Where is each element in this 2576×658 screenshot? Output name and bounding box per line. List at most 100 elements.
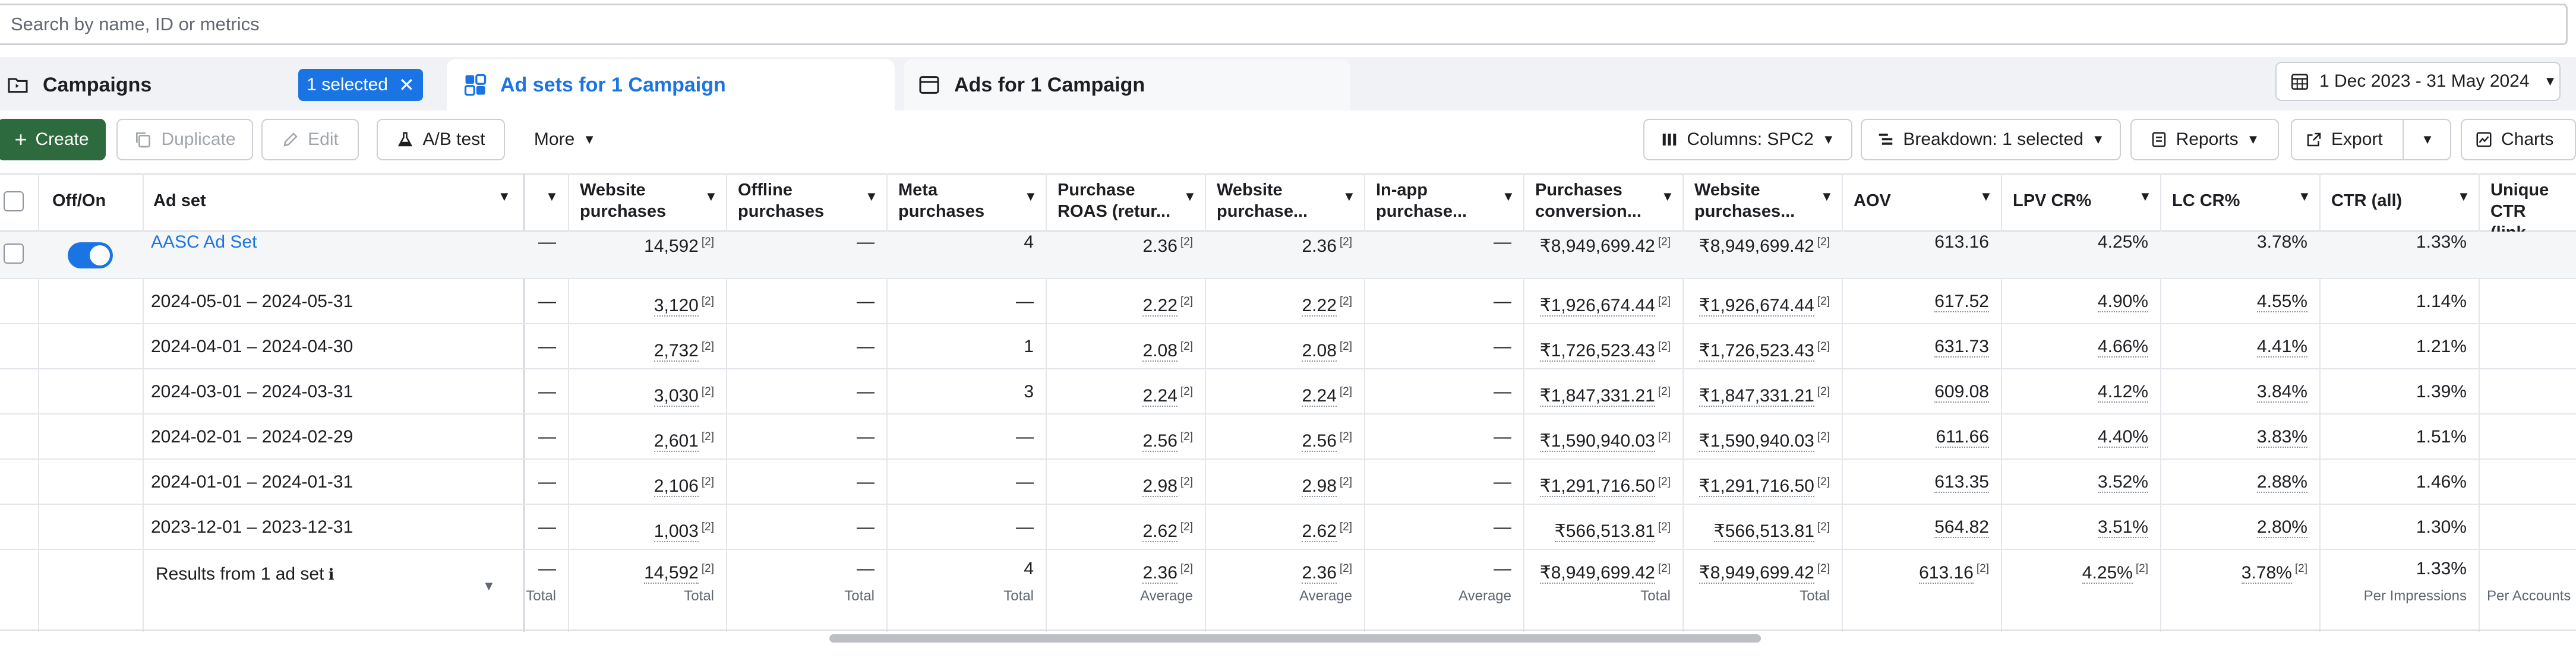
chevron-down-icon[interactable]: ▼	[1661, 189, 1674, 204]
chevron-down-icon[interactable]: ▼	[1980, 189, 1993, 204]
cell-roas: 2.24 [2]	[1142, 385, 1193, 407]
horizontal-scrollbar[interactable]	[829, 634, 1761, 643]
header-website-purchases-value[interactable]: Website purchases...	[1694, 181, 1795, 221]
chevron-down-icon[interactable]: ▼	[865, 189, 878, 204]
chevron-down-icon: ▼	[583, 132, 596, 147]
chevron-down-icon[interactable]: ▼	[2298, 189, 2311, 204]
charts-label: Charts	[2501, 129, 2554, 149]
tab-campaigns-label: Campaigns	[43, 73, 152, 96]
header-aov[interactable]: AOV	[1854, 191, 1891, 210]
header-meta-purchases[interactable]: Meta purchases	[898, 181, 985, 221]
folder-icon	[8, 78, 28, 93]
select-all-checkbox[interactable]	[4, 191, 24, 211]
export-button[interactable]: Export	[2291, 119, 2451, 160]
chevron-down-icon[interactable]: ▼	[1343, 189, 1356, 204]
column-divider	[886, 173, 888, 632]
cell-c0: —	[538, 427, 556, 447]
tab-campaigns[interactable]: Campaigns	[0, 59, 440, 110]
cell-wroas: 2.98 [2]	[1302, 476, 1352, 497]
chevron-down-icon[interactable]: ▼	[1183, 189, 1197, 204]
cell-lc: 4.55%	[2256, 292, 2307, 312]
chevron-down-icon[interactable]: ▼	[545, 189, 558, 204]
breakdown-row[interactable]	[0, 505, 2576, 550]
breakdown-row[interactable]	[0, 369, 2576, 415]
selected-chip[interactable]: 1 selected ✕	[298, 69, 423, 101]
chevron-down-icon: ▼	[2091, 132, 2105, 147]
header-website-purchase-roas[interactable]: Website purchase...	[1217, 181, 1308, 221]
duplicate-button[interactable]: Duplicate	[116, 119, 253, 160]
chevron-down-icon[interactable]: ▼	[2139, 189, 2152, 204]
cell-op: —	[857, 337, 875, 356]
chevron-down-icon[interactable]: ▼	[498, 189, 511, 204]
total-c0: —	[538, 559, 556, 578]
header-adset[interactable]: Ad set	[153, 191, 206, 210]
cell-wpv: ₹8,949,699.42 [2]	[1699, 236, 1830, 256]
info-icon[interactable]: ℹ	[324, 565, 334, 583]
cell-op: —	[857, 427, 875, 447]
date-range-picker[interactable]: 1 Dec 2023 - 31 May 2024 ▼	[2275, 62, 2561, 101]
cell-conv: ₹1,726,523.43 [2]	[1539, 340, 1671, 362]
tab-ads[interactable]: Ads for 1 Campaign	[904, 59, 1350, 110]
chevron-down-icon[interactable]: ▼	[1820, 189, 1833, 204]
cell-conv: ₹566,513.81 [2]	[1554, 521, 1671, 542]
search-bar[interactable]	[0, 4, 2568, 45]
cell-aov: 609.08	[1934, 382, 1989, 403]
cell-mp: —	[1016, 292, 1034, 311]
chevron-down-icon[interactable]: ▼	[705, 189, 718, 204]
adset-toggle[interactable]	[68, 242, 113, 268]
chevron-down-icon[interactable]: ▼	[482, 578, 495, 593]
calendar-icon	[2291, 74, 2309, 90]
total-wroas: 2.36 [2]	[1302, 562, 1352, 584]
more-button[interactable]: More ▼	[520, 119, 610, 160]
ab-test-label: A/B test	[422, 129, 485, 149]
chevron-down-icon[interactable]: ▼	[1024, 189, 1037, 204]
cell-lpv: 4.12%	[2097, 382, 2148, 403]
total-ctr: 1.33%	[2416, 559, 2467, 578]
header-offline-purchases[interactable]: Offline purchases	[738, 181, 825, 221]
header-purchase-roas[interactable]: Purchase ROAS (retur...	[1057, 181, 1171, 221]
breakdown-button[interactable]: Breakdown: 1 selected ▼	[1861, 119, 2121, 160]
search-input[interactable]	[0, 5, 2566, 43]
cell-op: —	[857, 517, 875, 537]
total-type-label: Total	[1640, 588, 1671, 604]
reports-button[interactable]: Reports ▼	[2130, 119, 2279, 160]
cell-wp: 2,106 [2]	[654, 476, 714, 497]
chevron-down-icon[interactable]: ▼	[1502, 189, 1515, 204]
breakdown-row[interactable]	[0, 324, 2576, 369]
header-ctr-all[interactable]: CTR (all)	[2331, 191, 2403, 210]
close-icon[interactable]: ✕	[398, 74, 415, 96]
breakdown-row[interactable]	[0, 279, 2576, 324]
column-divider	[2160, 173, 2161, 632]
header-website-purchases[interactable]: Website purchases	[580, 181, 667, 221]
cell-wp: 3,120 [2]	[654, 295, 714, 317]
cell-ctr: 1.14%	[2416, 292, 2467, 311]
cell-lpv: 4.40%	[2097, 427, 2148, 448]
export-label: Export	[2331, 129, 2383, 149]
adset-name-link[interactable]: AASC Ad Set	[151, 232, 257, 252]
ab-test-button[interactable]: A/B test	[377, 119, 505, 160]
total-roas: 2.36 [2]	[1142, 562, 1193, 584]
cell-wroas: 2.08 [2]	[1302, 340, 1352, 362]
cell-lpv: 3.52%	[2097, 472, 2148, 493]
export-dropdown-icon[interactable]: ▼	[2421, 132, 2434, 147]
columns-button[interactable]: Columns: SPC2 ▼	[1643, 119, 1852, 160]
create-button[interactable]: + Create	[0, 119, 106, 160]
cell-roas: 2.56 [2]	[1142, 431, 1193, 452]
header-lc-cr[interactable]: LC CR%	[2172, 191, 2240, 210]
edit-button[interactable]: Edit	[261, 119, 359, 160]
cell-wpv: ₹566,513.81 [2]	[1713, 521, 1830, 542]
duplicate-label: Duplicate	[161, 129, 236, 149]
tab-adsets[interactable]: Ad sets for 1 Campaign	[447, 59, 895, 110]
duplicate-icon	[136, 132, 151, 148]
breakdown-row[interactable]	[0, 415, 2576, 460]
cell-wpv: ₹1,726,523.43 [2]	[1699, 340, 1830, 362]
chevron-down-icon[interactable]: ▼	[2457, 189, 2470, 204]
breakdown-row[interactable]	[0, 460, 2576, 505]
adset-row[interactable]	[0, 232, 2576, 279]
header-purchases-conversion[interactable]: Purchases conversion...	[1535, 181, 1641, 221]
row-checkbox[interactable]	[4, 243, 24, 264]
header-inapp-purchase[interactable]: In-app purchase...	[1376, 181, 1467, 221]
pencil-icon	[283, 132, 298, 147]
charts-button[interactable]: Charts	[2461, 119, 2576, 160]
header-lpv-cr[interactable]: LPV CR%	[2013, 191, 2092, 210]
